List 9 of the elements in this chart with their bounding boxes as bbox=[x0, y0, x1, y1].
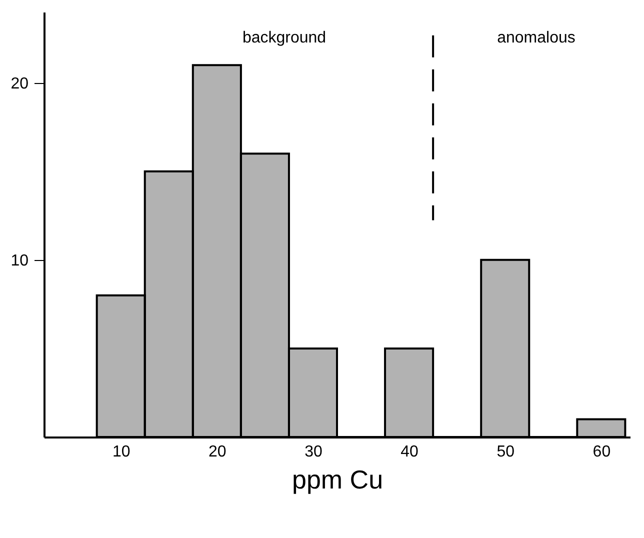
annotation: background bbox=[242, 30, 326, 46]
x-tick-label: 30 bbox=[304, 444, 322, 460]
x-axis-title: ppm Cu bbox=[292, 464, 384, 494]
x-tick-label: 60 bbox=[592, 444, 611, 460]
x-tick-label: 40 bbox=[400, 444, 419, 460]
x-tick-label: 10 bbox=[112, 444, 130, 460]
annotation: anomalous bbox=[497, 30, 576, 46]
x-tick-label: 20 bbox=[208, 444, 226, 460]
x-tick-label: 50 bbox=[496, 444, 515, 460]
